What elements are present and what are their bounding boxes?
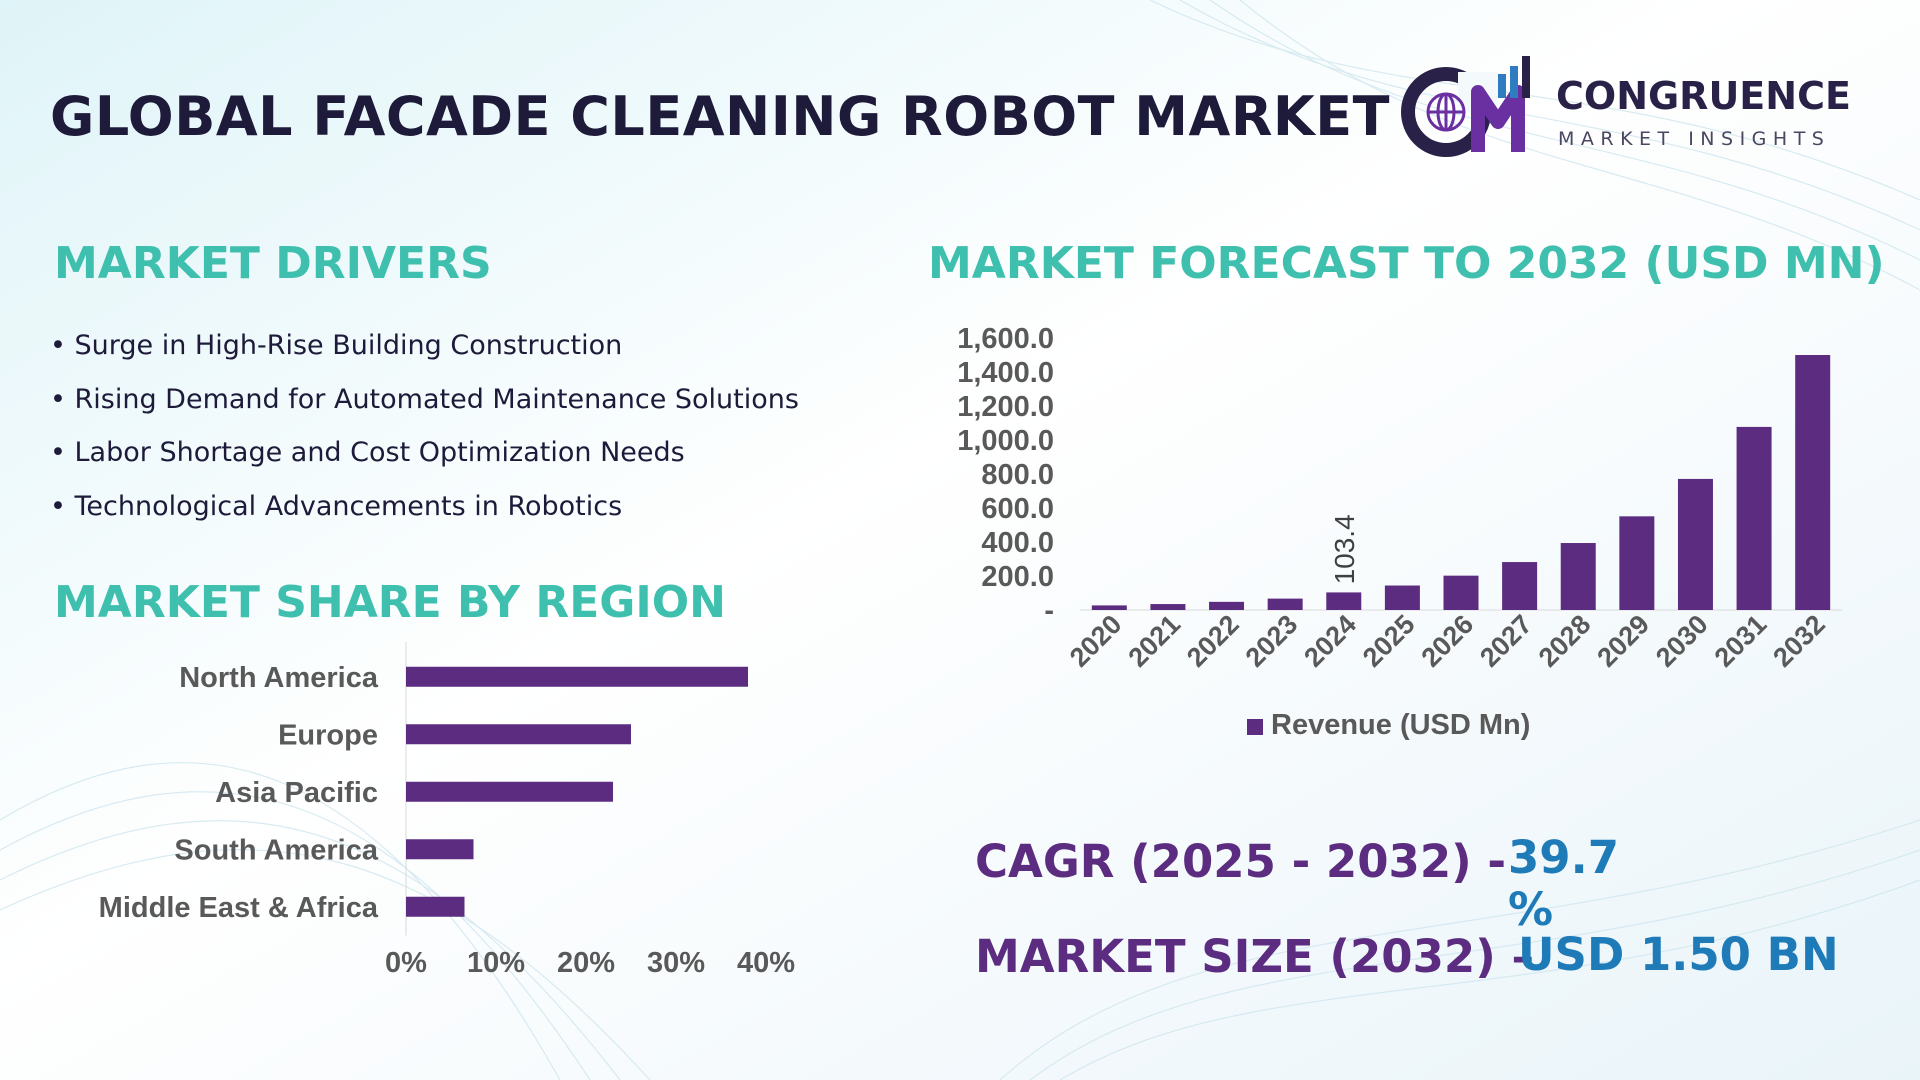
forecast-x-tick-label: 2023	[1240, 609, 1304, 673]
driver-item: Technological Advancements in Robotics	[50, 486, 799, 540]
forecast-x-tick-label: 2027	[1474, 609, 1538, 673]
forecast-legend-label: Revenue (USD Mn)	[1271, 709, 1530, 741]
forecast-y-tick-label: 200.0	[981, 561, 1054, 593]
forecast-x-tick-label: 2024	[1298, 609, 1362, 673]
forecast-x-tick-label: 2028	[1533, 609, 1597, 673]
region-category-label: South America	[174, 834, 378, 866]
region-bar	[406, 724, 631, 745]
region-title: MARKET SHARE BY REGION	[54, 577, 726, 628]
region-x-tick-label: 20%	[557, 947, 615, 979]
forecast-y-tick-label: -	[1044, 595, 1054, 627]
forecast-x-tick-label: 2022	[1181, 609, 1245, 673]
forecast-x-tick-label: 2030	[1650, 609, 1714, 673]
region-bar	[406, 896, 465, 917]
forecast-bar	[1795, 355, 1831, 610]
cagr-value: 39.7 %	[1508, 831, 1620, 936]
forecast-y-tick-label: 600.0	[981, 493, 1054, 525]
market-size-label: MARKET SIZE (2032) –	[975, 930, 1534, 983]
forecast-bar	[1267, 598, 1303, 610]
forecast-title: MARKET FORECAST TO 2032 (USD MN)	[928, 238, 1885, 289]
forecast-x-tick-label: 2029	[1591, 609, 1655, 673]
driver-item: Rising Demand for Automated Maintenance …	[50, 379, 799, 433]
forecast-y-tick-label: 1,400.0	[957, 357, 1054, 389]
region-x-tick-label: 0%	[385, 947, 427, 979]
region-category-label: North America	[179, 662, 379, 694]
region-bar	[406, 666, 748, 687]
region-share-chart: North America Europe Asia Pacific South Ame…	[99, 642, 795, 979]
region-x-tick-label: 30%	[647, 947, 705, 979]
forecast-bar	[1619, 516, 1655, 610]
forecast-y-tick-label: 800.0	[981, 459, 1054, 491]
region-x-tick-label: 10%	[467, 947, 525, 979]
region-x-tick-label: 40%	[737, 947, 795, 979]
forecast-bar	[1502, 562, 1538, 610]
forecast-data-label: 103.4	[1329, 514, 1360, 584]
forecast-bar	[1326, 592, 1362, 610]
forecast-x-tick-label: 2025	[1357, 609, 1421, 673]
drivers-list: Surge in High-Rise Building Construction…	[50, 325, 799, 539]
region-bar	[406, 781, 613, 802]
drivers-title: MARKET DRIVERS	[54, 238, 492, 289]
forecast-bar	[1091, 605, 1127, 610]
forecast-bar	[1384, 585, 1420, 610]
driver-item: Labor Shortage and Cost Optimization Nee…	[50, 432, 799, 486]
forecast-bar	[1443, 575, 1479, 610]
cagr-label: CAGR (2025 - 2032) -	[975, 835, 1507, 888]
page-title: GLOBAL FACADE CLEANING ROBOT MARKET	[50, 85, 1390, 148]
forecast-y-tick-label: 1,200.0	[957, 391, 1054, 423]
brand-tagline: MARKET INSIGHTS	[1558, 128, 1831, 150]
forecast-bar	[1560, 543, 1596, 610]
region-category-label: Asia Pacific	[215, 777, 378, 809]
forecast-chart: -200.0400.0600.0800.01,000.01,200.01,400…	[957, 323, 1842, 741]
cm-globe-chart-logo-icon	[1401, 56, 1530, 157]
forecast-x-tick-label: 2031	[1709, 609, 1773, 673]
forecast-x-tick-label: 2021	[1122, 609, 1186, 673]
forecast-bar	[1209, 601, 1245, 610]
market-size-value: USD 1.50 BN	[1518, 928, 1839, 981]
forecast-legend-swatch	[1247, 719, 1263, 735]
forecast-x-tick-label: 2032	[1767, 609, 1831, 673]
region-category-label: Middle East & Africa	[99, 892, 379, 924]
forecast-bar	[1150, 604, 1186, 610]
region-bar	[406, 839, 474, 860]
forecast-y-tick-label: 1,600.0	[957, 323, 1054, 355]
forecast-y-tick-label: 1,000.0	[957, 425, 1054, 457]
forecast-bar	[1677, 478, 1713, 610]
forecast-y-tick-label: 400.0	[981, 527, 1054, 559]
forecast-x-tick-label: 2020	[1064, 609, 1128, 673]
region-category-label: Europe	[278, 719, 378, 751]
forecast-x-tick-label: 2026	[1416, 609, 1480, 673]
driver-item: Surge in High-Rise Building Construction	[50, 325, 799, 379]
brand-name: CONGRUENCE	[1556, 74, 1851, 118]
company-logo: CONGRUENCE MARKET INSIGHTS	[1398, 52, 1898, 162]
forecast-bar	[1736, 426, 1772, 610]
